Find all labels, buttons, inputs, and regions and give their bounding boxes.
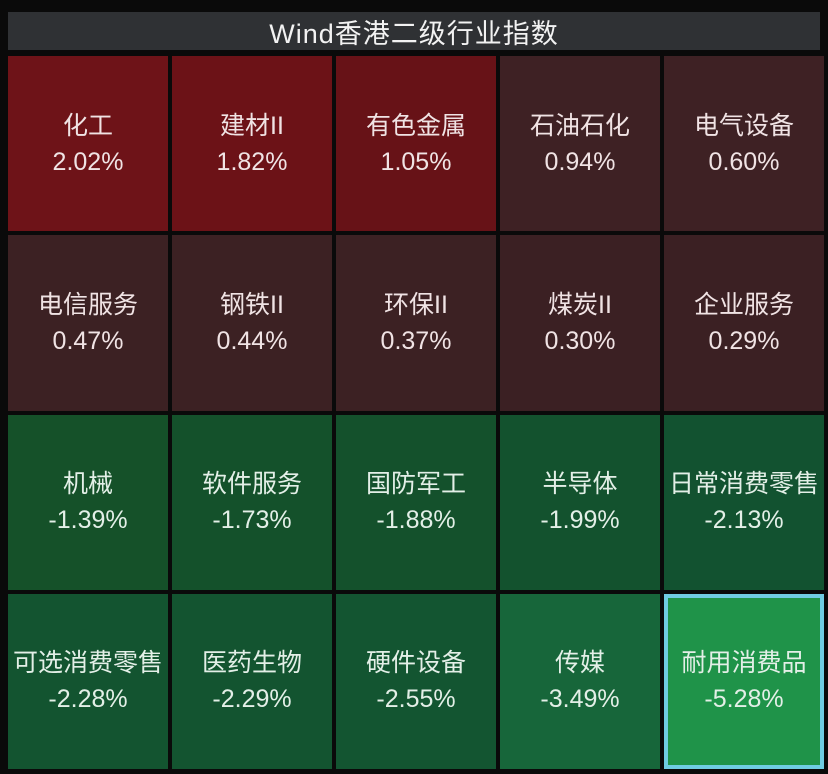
sector-name: 耐用消费品	[681, 649, 807, 678]
sector-change: -2.13%	[704, 506, 784, 535]
sector-change: 0.60%	[708, 147, 780, 176]
sector-change: -5.28%	[704, 685, 784, 714]
sector-tile-jiancai[interactable]: 建材II 1.82%	[172, 56, 332, 232]
sector-name: 企业服务	[693, 290, 794, 319]
sector-name: 国防军工	[365, 470, 466, 499]
sector-name: 软件服务	[201, 470, 302, 499]
sector-tile-jixie[interactable]: 机械 -1.39%	[8, 414, 168, 590]
sector-tile-qiye-fuwu[interactable]: 企业服务 0.29%	[664, 235, 824, 411]
sector-change: -2.55%	[376, 685, 456, 714]
sector-tile-guofang-jungong[interactable]: 国防军工 -1.88%	[336, 414, 496, 590]
sector-change: 0.30%	[544, 326, 616, 355]
sector-name: 化工	[62, 111, 113, 140]
sector-name: 电信服务	[37, 290, 138, 319]
sector-heatmap-grid: 化工 2.02% 建材II 1.82% 有色金属 1.05% 石油石化 0.94…	[8, 56, 824, 769]
sector-tile-yingjian-shebei[interactable]: 硬件设备 -2.55%	[336, 593, 496, 769]
sector-name: 建材II	[220, 111, 284, 140]
sector-change: 2.02%	[52, 147, 124, 176]
sector-tile-shiyou-shihua[interactable]: 石油石化 0.94%	[500, 56, 660, 232]
sector-change: 0.94%	[544, 147, 616, 176]
sector-change: -1.39%	[48, 506, 128, 535]
sector-name: 电气设备	[693, 111, 794, 140]
sector-tile-chuanmei[interactable]: 传媒 -3.49%	[500, 593, 660, 769]
sector-tile-yiyao-shengwu[interactable]: 医药生物 -2.29%	[172, 593, 332, 769]
sector-change: -3.49%	[540, 685, 620, 714]
sector-name: 传媒	[554, 649, 605, 678]
sector-tile-bandaoti[interactable]: 半导体 -1.99%	[500, 414, 660, 590]
sector-name: 煤炭II	[548, 290, 612, 319]
sector-tile-dianqi-shebei[interactable]: 电气设备 0.60%	[664, 56, 824, 232]
sector-change: 1.82%	[216, 147, 288, 176]
sector-change: -1.99%	[540, 506, 620, 535]
sector-name: 钢铁II	[220, 290, 284, 319]
sector-change: -2.28%	[48, 685, 128, 714]
sector-tile-huanbao[interactable]: 环保II 0.37%	[336, 235, 496, 411]
sector-change: 0.37%	[380, 326, 452, 355]
sector-tile-dianxin-fuwu[interactable]: 电信服务 0.47%	[8, 235, 168, 411]
sector-name: 石油石化	[529, 111, 630, 140]
sector-change: 0.29%	[708, 326, 780, 355]
page-title: Wind香港二级行业指数	[269, 18, 559, 49]
sector-change: 0.44%	[216, 326, 288, 355]
title-bar: Wind香港二级行业指数	[8, 12, 820, 50]
sector-tile-meitan[interactable]: 煤炭II 0.30%	[500, 235, 660, 411]
sector-change: -1.73%	[212, 506, 292, 535]
sector-change: -1.88%	[376, 506, 456, 535]
sector-tile-ruanjian-fuwu[interactable]: 软件服务 -1.73%	[172, 414, 332, 590]
sector-name: 环保II	[384, 290, 448, 319]
sector-tile-naiyong-xiaofeipin-selected[interactable]: 耐用消费品 -5.28%	[664, 593, 824, 769]
sector-name: 日常消费零售	[668, 470, 819, 499]
sector-name: 机械	[62, 470, 113, 499]
sector-tile-huagong[interactable]: 化工 2.02%	[8, 56, 168, 232]
sector-name: 半导体	[542, 470, 618, 499]
sector-change: 0.47%	[52, 326, 124, 355]
sector-name: 可选消费零售	[12, 649, 163, 678]
sector-name: 有色金属	[365, 111, 466, 140]
sector-name: 医药生物	[201, 649, 302, 678]
sector-tile-richang-xiaofei-lingshou[interactable]: 日常消费零售 -2.13%	[664, 414, 824, 590]
sector-change: -2.29%	[212, 685, 292, 714]
sector-tile-youse-jinshu[interactable]: 有色金属 1.05%	[336, 56, 496, 232]
sector-tile-kexuan-xiaofei-lingshou[interactable]: 可选消费零售 -2.28%	[8, 593, 168, 769]
sector-name: 硬件设备	[365, 649, 466, 678]
sector-tile-gangtie[interactable]: 钢铁II 0.44%	[172, 235, 332, 411]
sector-change: 1.05%	[380, 147, 452, 176]
